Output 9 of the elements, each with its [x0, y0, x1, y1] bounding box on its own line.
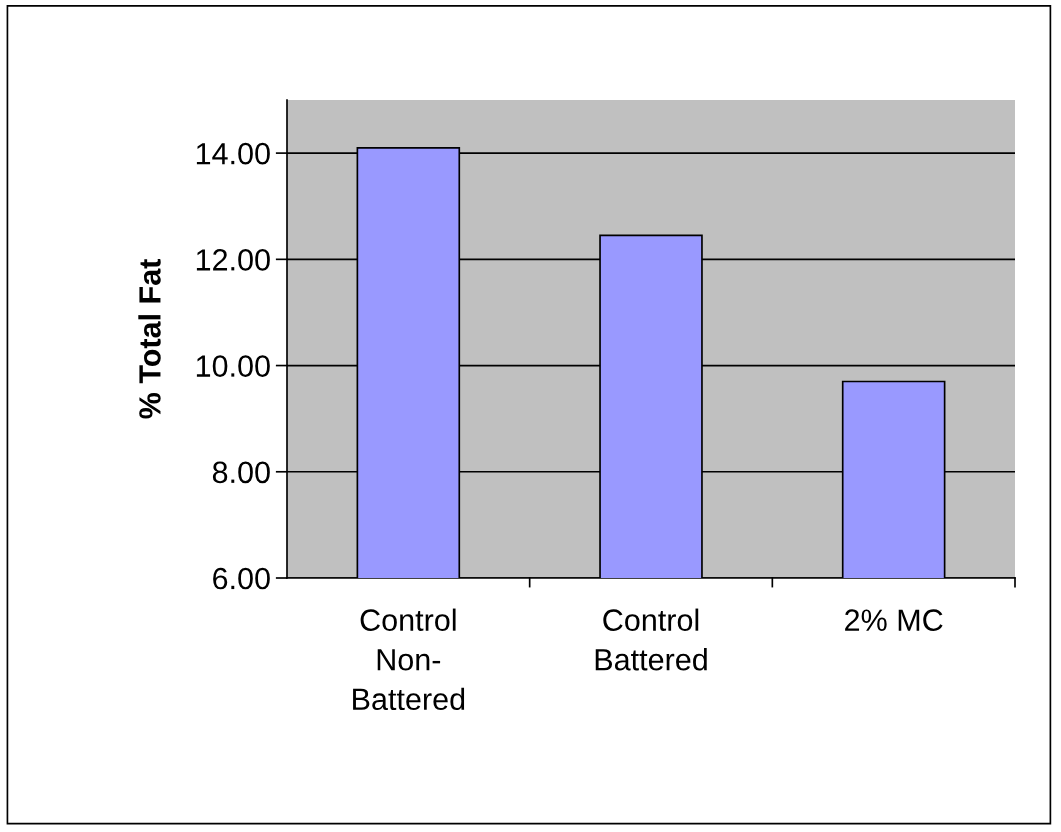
y-tick-label: 10.00: [196, 355, 270, 377]
x-tick-label: Control Battered: [595, 608, 707, 671]
x-tick-label: Control Non- Battered: [353, 608, 465, 711]
x-tick-label: 2% MC: [845, 609, 943, 631]
y-tick-label: 12.00: [196, 249, 270, 271]
y-tick-label: 8.00: [212, 461, 270, 484]
y-tick-label: 14.00: [196, 142, 270, 165]
y-tick-label: 6.00: [213, 567, 270, 590]
y-axis-title: % Total Fat: [138, 259, 161, 419]
